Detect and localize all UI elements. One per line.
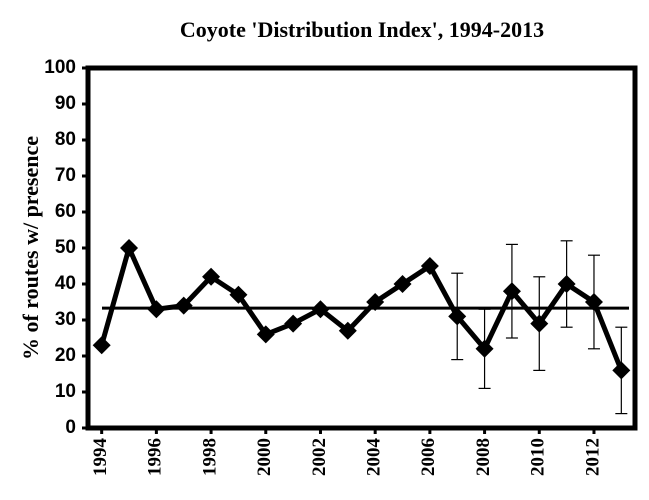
- y-tick-label: 0: [65, 417, 76, 438]
- marker: [229, 285, 248, 304]
- x-tick-label: 2002: [309, 438, 330, 476]
- marker: [256, 325, 275, 344]
- marker: [448, 307, 467, 326]
- y-tick-label: 100: [44, 57, 76, 78]
- x-tick-label: 2010: [528, 438, 549, 476]
- y-tick-label: 40: [55, 273, 76, 294]
- x-tick-label: 1996: [145, 438, 166, 476]
- y-tick-label: 60: [55, 201, 76, 222]
- marker: [530, 314, 549, 333]
- marker: [120, 239, 139, 257]
- marker: [557, 275, 576, 293]
- marker: [475, 339, 494, 358]
- marker: [311, 300, 330, 319]
- y-tick-label: 70: [55, 165, 76, 186]
- marker: [420, 257, 439, 275]
- x-tick-label: 1994: [90, 438, 111, 477]
- marker: [366, 293, 385, 311]
- chart-title: Coyote 'Distribution Index', 1994-2013: [180, 17, 544, 42]
- y-axis-label: % of routes w/ presence: [18, 136, 43, 360]
- y-tick-label: 30: [55, 309, 76, 330]
- y-tick-label: 20: [55, 345, 76, 366]
- y-tick-label: 90: [55, 93, 76, 114]
- marker: [202, 267, 221, 286]
- x-tick-label: 2004: [364, 438, 385, 477]
- marker: [612, 361, 631, 380]
- marker: [338, 321, 357, 340]
- x-tick-label: 2006: [418, 438, 439, 476]
- x-tick-label: 1998: [199, 438, 220, 476]
- data-line: [99, 245, 624, 372]
- marker: [502, 282, 521, 301]
- x-tick-label: 2000: [254, 438, 275, 476]
- marker: [584, 293, 603, 311]
- marker: [147, 300, 166, 319]
- x-tick-label: 2008: [473, 438, 494, 476]
- marker: [92, 336, 111, 355]
- marker: [284, 314, 303, 333]
- y-tick-label: 10: [55, 381, 76, 402]
- plot-frame: [85, 65, 638, 431]
- marker: [174, 296, 193, 315]
- y-tick-label: 50: [55, 237, 76, 258]
- marker: [393, 275, 412, 293]
- x-tick-label: 2012: [582, 438, 603, 476]
- y-tick-label: 80: [55, 129, 76, 150]
